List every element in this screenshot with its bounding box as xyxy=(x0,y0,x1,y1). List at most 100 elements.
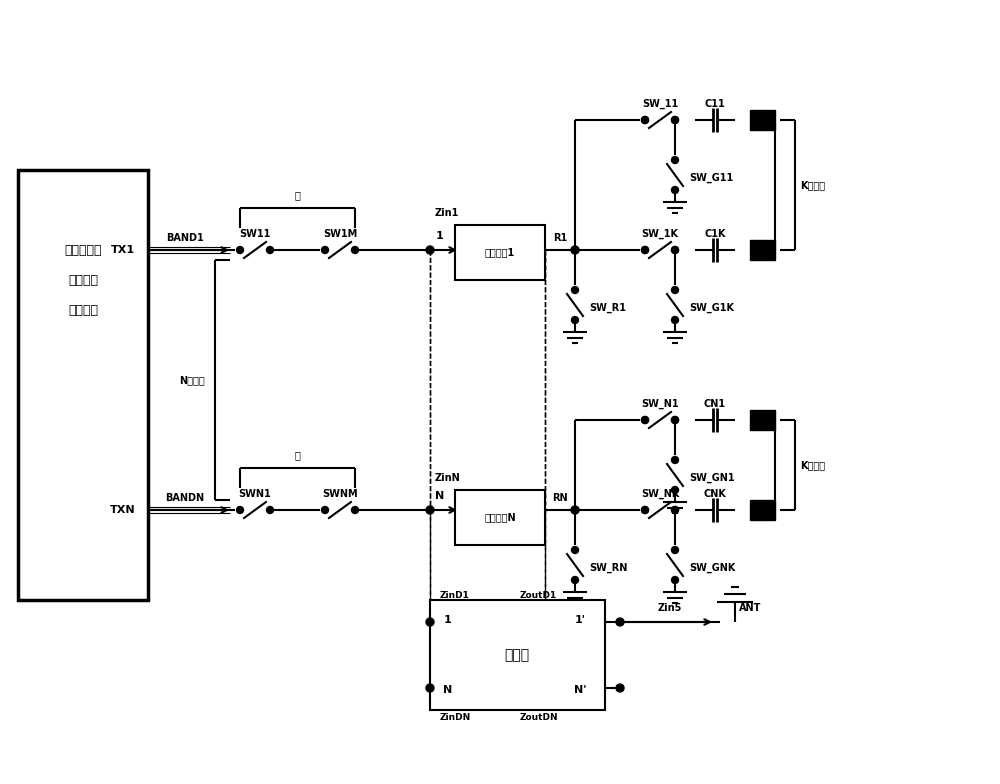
Text: ZinN: ZinN xyxy=(435,473,461,483)
Circle shape xyxy=(672,317,678,324)
Circle shape xyxy=(426,246,434,254)
Text: SWNM: SWNM xyxy=(322,489,358,499)
Text: SW_G1K: SW_G1K xyxy=(689,303,734,313)
Circle shape xyxy=(672,506,678,514)
Circle shape xyxy=(672,117,678,124)
Circle shape xyxy=(672,157,678,164)
Circle shape xyxy=(642,416,648,423)
Text: SW_GN1: SW_GN1 xyxy=(689,473,735,483)
Text: SW_NK: SW_NK xyxy=(641,489,679,499)
Text: RXN1: RXN1 xyxy=(752,418,772,423)
Text: ANT: ANT xyxy=(739,603,761,613)
Text: K个端口: K个端口 xyxy=(800,460,825,470)
Circle shape xyxy=(352,246,358,253)
Text: 射频功率放: 射频功率放 xyxy=(64,244,102,256)
Text: SW_GNK: SW_GNK xyxy=(689,563,735,573)
Circle shape xyxy=(616,684,624,692)
Circle shape xyxy=(572,317,578,324)
Circle shape xyxy=(642,246,648,253)
Text: RN: RN xyxy=(552,493,568,503)
Text: SW_1K: SW_1K xyxy=(642,229,678,239)
Circle shape xyxy=(642,506,648,514)
Text: CN1: CN1 xyxy=(704,399,726,409)
Text: SW_11: SW_11 xyxy=(642,99,678,109)
Circle shape xyxy=(672,546,678,554)
Circle shape xyxy=(426,618,434,626)
Bar xyxy=(750,410,775,430)
Bar xyxy=(18,170,148,600)
Circle shape xyxy=(672,286,678,293)
Circle shape xyxy=(572,546,578,554)
Text: N: N xyxy=(435,491,445,501)
Text: SW11: SW11 xyxy=(239,229,271,239)
Circle shape xyxy=(237,246,244,253)
Circle shape xyxy=(571,506,579,514)
Circle shape xyxy=(672,117,678,124)
Circle shape xyxy=(266,246,274,253)
Circle shape xyxy=(572,286,578,293)
Circle shape xyxy=(322,246,328,253)
Text: ZinD1: ZinD1 xyxy=(440,590,470,600)
Text: TXN: TXN xyxy=(110,505,136,515)
Circle shape xyxy=(642,117,648,124)
Circle shape xyxy=(571,246,579,254)
Text: Zin5: Zin5 xyxy=(658,603,682,613)
Circle shape xyxy=(672,246,678,253)
Text: 匹配网络1: 匹配网络1 xyxy=(485,247,515,257)
Text: SWN1: SWN1 xyxy=(239,489,271,499)
Text: BANDN: BANDN xyxy=(165,493,205,503)
Text: ZoutDN: ZoutDN xyxy=(520,713,559,723)
Bar xyxy=(455,490,545,545)
Text: 匹配网络: 匹配网络 xyxy=(68,303,98,317)
Text: SW_G11: SW_G11 xyxy=(689,172,733,183)
Text: R1: R1 xyxy=(553,233,567,243)
Text: SW_R1: SW_R1 xyxy=(589,303,626,313)
Text: RX1K: RX1K xyxy=(752,247,772,253)
Text: RGNK: RGNK xyxy=(752,507,772,513)
Circle shape xyxy=(642,506,648,514)
Circle shape xyxy=(322,506,328,514)
Text: TX1: TX1 xyxy=(111,245,135,255)
Bar xyxy=(750,110,775,130)
Bar xyxy=(455,225,545,280)
Text: SW_N1: SW_N1 xyxy=(641,399,679,409)
Circle shape xyxy=(572,576,578,583)
Text: N': N' xyxy=(574,685,586,695)
Circle shape xyxy=(672,506,678,514)
Circle shape xyxy=(616,618,624,626)
Text: K个端口: K个端口 xyxy=(800,180,825,190)
Text: Zin1: Zin1 xyxy=(435,208,459,218)
Circle shape xyxy=(642,246,648,253)
Circle shape xyxy=(642,117,648,124)
Text: ZoutD1: ZoutD1 xyxy=(520,590,557,600)
Text: N: N xyxy=(443,685,453,695)
Circle shape xyxy=(237,506,244,514)
Circle shape xyxy=(672,246,678,253)
Text: 多工器: 多工器 xyxy=(504,648,530,662)
Text: RX11: RX11 xyxy=(752,117,772,123)
Text: ZinDN: ZinDN xyxy=(440,713,471,723)
Circle shape xyxy=(672,416,678,423)
Text: 1: 1 xyxy=(436,231,444,241)
Text: 嘉: 嘉 xyxy=(294,450,300,460)
Circle shape xyxy=(672,416,678,423)
Text: N个频段: N个频段 xyxy=(179,375,205,385)
Bar xyxy=(750,500,775,520)
Text: 1': 1' xyxy=(574,615,586,625)
Circle shape xyxy=(642,416,648,423)
Text: 匹配网络N: 匹配网络N xyxy=(484,512,516,522)
Text: C1K: C1K xyxy=(704,229,726,239)
Bar xyxy=(430,600,605,710)
Circle shape xyxy=(672,487,678,493)
Circle shape xyxy=(352,506,358,514)
Circle shape xyxy=(426,506,434,514)
Text: C11: C11 xyxy=(705,99,725,109)
Bar xyxy=(750,240,775,260)
Circle shape xyxy=(672,456,678,463)
Circle shape xyxy=(266,506,274,514)
Text: 大器及其: 大器及其 xyxy=(68,274,98,286)
Circle shape xyxy=(426,684,434,692)
Text: CNK: CNK xyxy=(704,489,726,499)
Text: 嘉: 嘉 xyxy=(294,190,300,200)
Circle shape xyxy=(672,576,678,583)
